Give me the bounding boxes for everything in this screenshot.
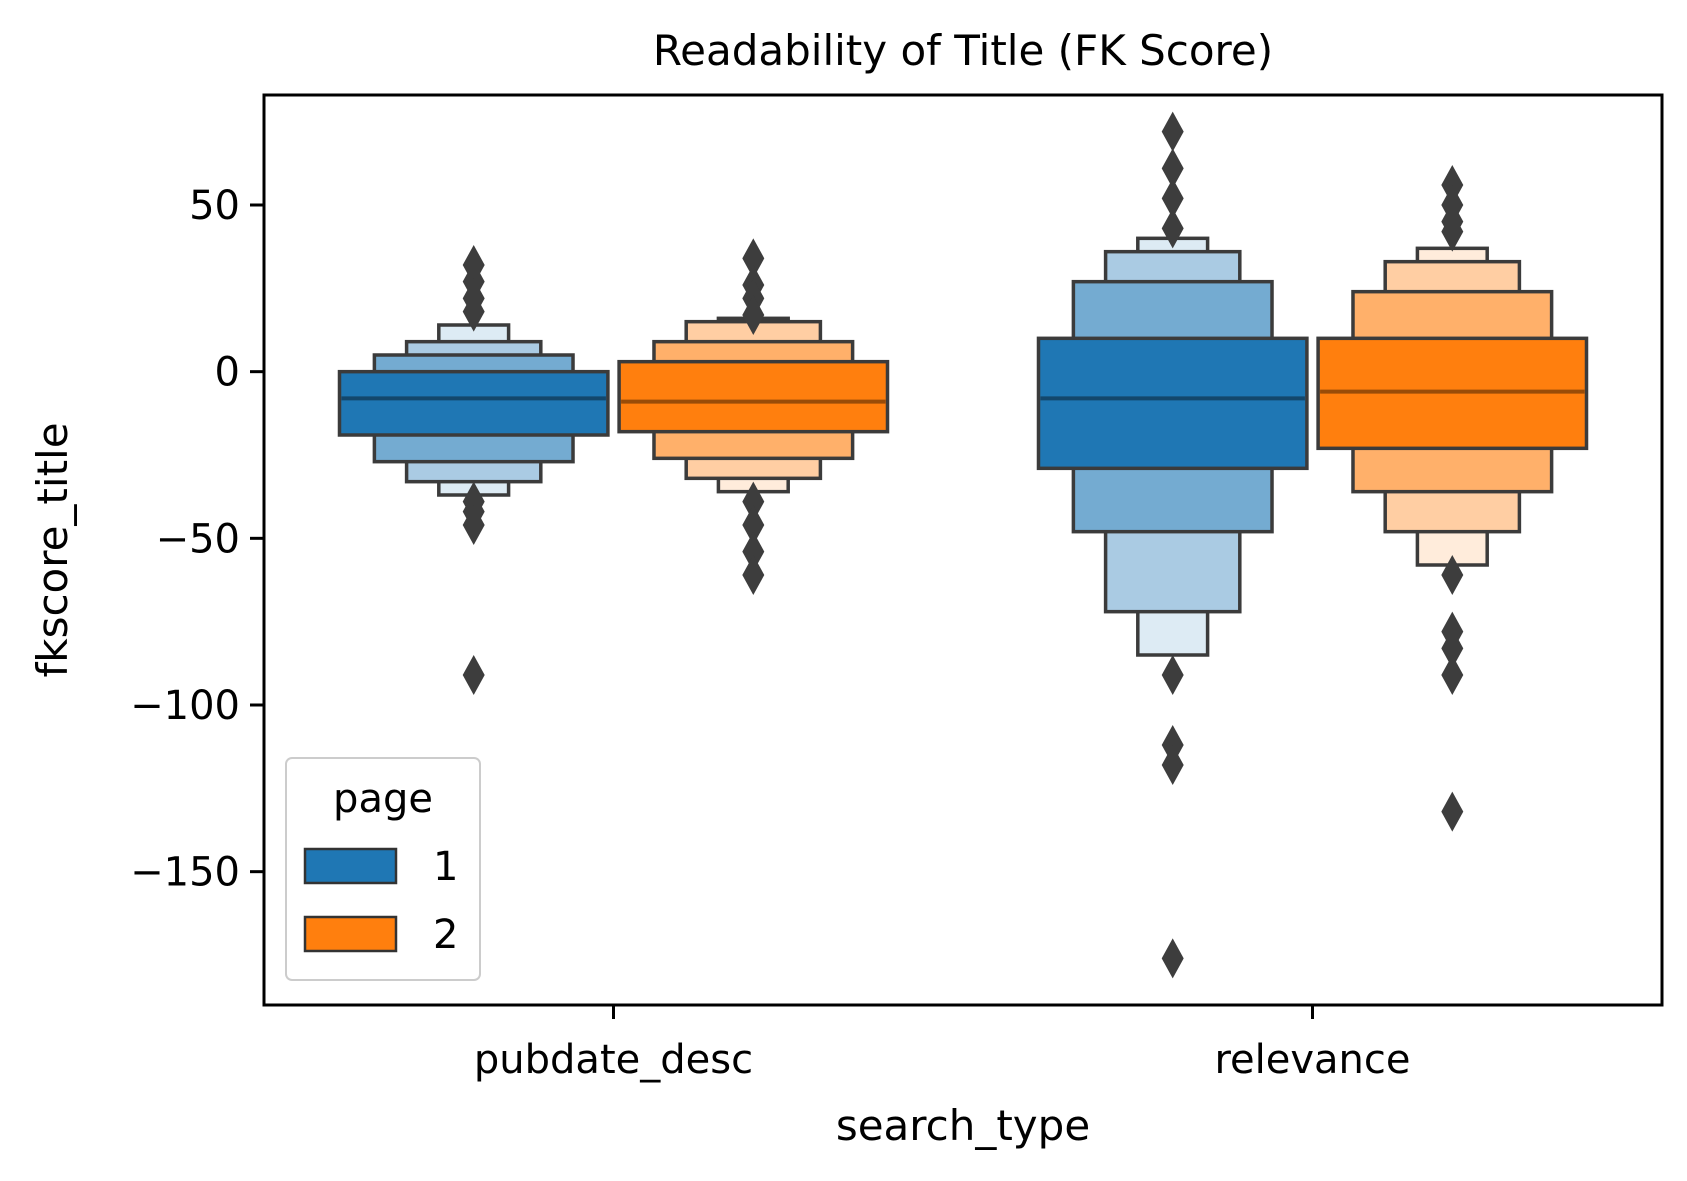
outlier-point-page-2-relevance-4 (1441, 555, 1464, 595)
y-tick-label: −100 (130, 683, 240, 729)
outlier-point-page-1-relevance-3 (1161, 208, 1184, 249)
x-tick-label: pubdate_desc (474, 1037, 753, 1083)
outlier-point-page-1-pubdate_desc-3 (462, 291, 485, 332)
boxen-level-1-page-1-pubdate_desc (337, 369, 610, 437)
plot-area-frame (262, 93, 1664, 1007)
outlier-point-page-1-relevance-6 (1161, 745, 1184, 785)
y-axis: 50 0 −50 −100 −150 (130, 183, 264, 896)
outlier-point-page-1-relevance-2 (1161, 178, 1184, 219)
x-axis: pubdate_desc relevance (474, 1005, 1411, 1083)
outlier-point-page-2-pubdate_desc-3 (742, 295, 765, 335)
legend-label-page-1: 1 (433, 844, 458, 890)
x-axis-label: search_type (836, 1101, 1090, 1150)
outlier-point-page-1-relevance-1 (1161, 148, 1184, 189)
outlier-point-page-1-relevance-7 (1161, 938, 1184, 979)
legend-label-page-2: 2 (433, 912, 458, 958)
outlier-point-page-2-pubdate_desc-7 (742, 555, 765, 595)
outlier-point-page-1-pubdate_desc-7 (462, 655, 485, 695)
legend-title: page (333, 776, 433, 822)
y-tick-label: 50 (189, 183, 240, 229)
outlier-point-page-2-relevance-3 (1441, 211, 1464, 252)
outlier-point-page-2-relevance-8 (1441, 791, 1464, 832)
y-tick-label: 0 (215, 350, 240, 396)
boxen-level-1-page-2-pubdate_desc (617, 359, 890, 434)
plot-marks (337, 111, 1589, 979)
y-tick-label: −50 (156, 516, 240, 562)
chart-title: Readability of Title (FK Score) (653, 26, 1273, 75)
legend-swatch-page-2 (303, 915, 398, 953)
y-tick-label: −150 (130, 850, 240, 896)
outlier-point-page-2-pubdate_desc-5 (742, 505, 765, 545)
outlier-point-page-1-relevance-0 (1161, 111, 1184, 152)
legend: page 1 2 (285, 757, 481, 981)
outlier-point-page-1-pubdate_desc-6 (462, 505, 485, 545)
boxen-level-1-page-1-relevance (1036, 336, 1309, 471)
outlier-point-page-1-relevance-4 (1161, 655, 1184, 695)
y-axis-label: fkscore_title (28, 422, 77, 677)
outlier-point-page-2-pubdate_desc-6 (742, 531, 765, 572)
outlier-point-page-2-relevance-7 (1441, 655, 1464, 695)
legend-swatch-page-1 (303, 847, 398, 885)
outlier-point-page-2-pubdate_desc-4 (742, 481, 765, 522)
outlier-point-page-2-relevance-6 (1441, 628, 1464, 669)
outlier-point-page-2-pubdate_desc-0 (742, 238, 765, 279)
x-tick-label: relevance (1214, 1037, 1410, 1083)
